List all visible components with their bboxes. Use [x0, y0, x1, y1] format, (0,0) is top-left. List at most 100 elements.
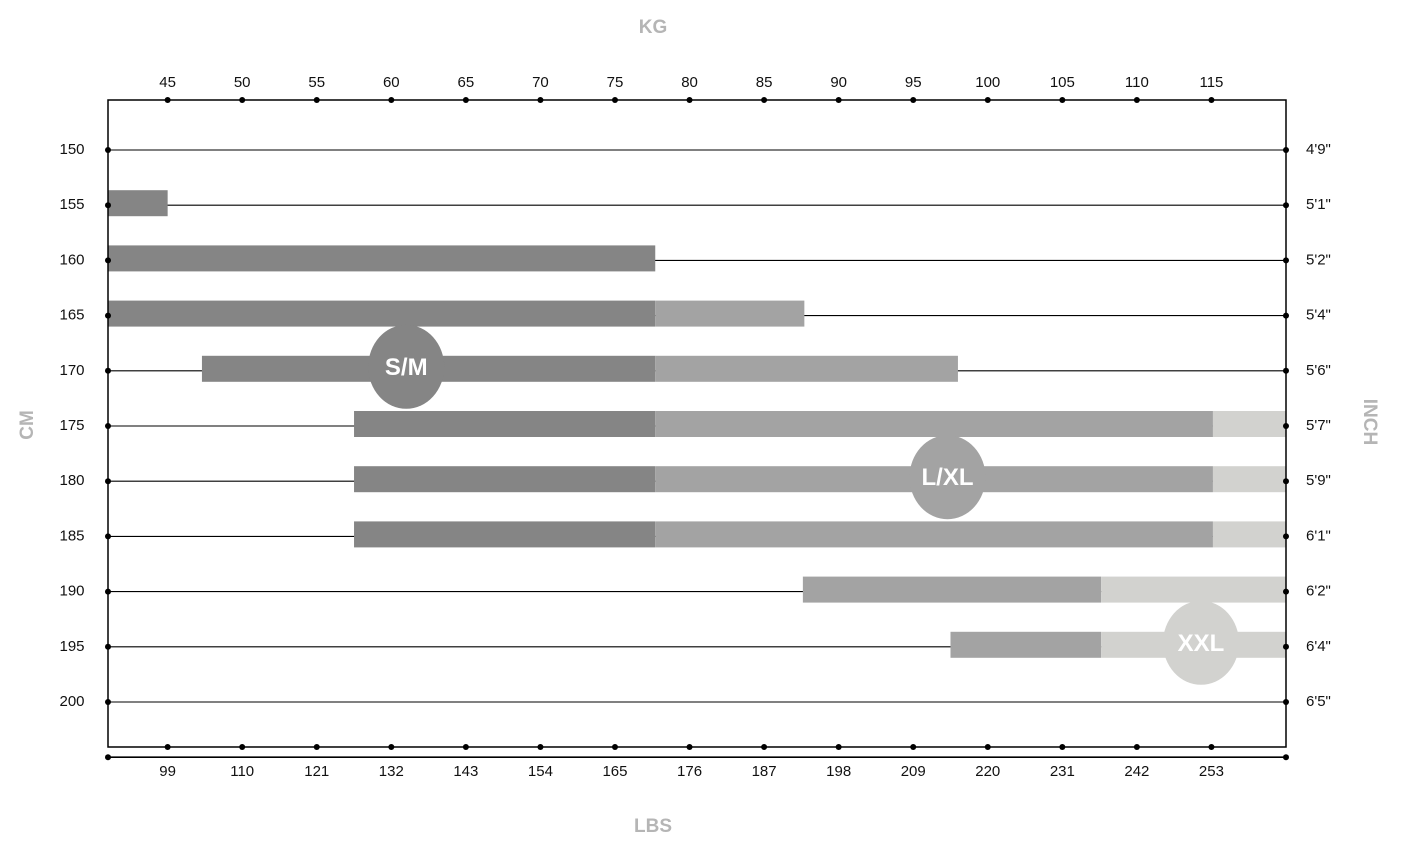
row-dot — [1283, 367, 1289, 374]
lbs-tick-dot — [984, 744, 991, 750]
top-axis-title: KG — [639, 17, 668, 38]
kg-tick-label: 100 — [975, 74, 1000, 91]
size-bar-l-xl — [655, 521, 1213, 548]
size-bar-xxl — [1212, 466, 1286, 493]
lbs-tick-label: 220 — [975, 763, 1000, 780]
kg-tick-dot — [984, 97, 991, 103]
cm-tick-label: 175 — [59, 417, 84, 434]
size-bar-s-m — [354, 466, 656, 493]
lbs-tick-dot — [1208, 744, 1215, 750]
tick-labels: 45 99 50 110 55 121 60 132 65 143 70 154 75 165 80 176 8… — [59, 74, 1330, 780]
lbs-tick-label: 99 — [159, 763, 176, 780]
axis-titles: KG LBS CM INCH — [17, 17, 1380, 837]
kg-tick-dot — [1208, 97, 1215, 103]
lbs-tick-label: 253 — [1199, 763, 1224, 780]
cm-tick-label: 155 — [59, 196, 84, 213]
inch-tick-label: 6'2" — [1306, 583, 1331, 600]
row-dot — [1283, 202, 1289, 209]
lbs-tick-dot — [835, 744, 842, 750]
badge-label: XXL — [1178, 630, 1225, 657]
bottom-axis-title: LBS — [634, 816, 672, 837]
row-dot — [1283, 312, 1289, 319]
lbs-tick-label: 121 — [304, 763, 329, 780]
cm-tick-label: 185 — [59, 527, 84, 544]
row-dot — [1283, 699, 1289, 705]
inch-tick-label: 6'1" — [1306, 527, 1331, 544]
row-lines — [108, 149, 1286, 759]
kg-tick-dot — [239, 97, 246, 103]
size-bar-s-m — [108, 245, 656, 272]
kg-tick-dot — [1059, 97, 1066, 103]
kg-tick-dot — [164, 97, 171, 103]
cm-tick-label: 150 — [59, 141, 84, 158]
row-dot — [105, 754, 111, 761]
lbs-tick-label: 132 — [379, 763, 404, 780]
kg-tick-label: 55 — [308, 74, 325, 91]
size-bar-s-m — [108, 190, 168, 217]
row-dot — [105, 367, 111, 374]
badge-s-m: S/M — [368, 324, 445, 409]
row-dot — [1283, 147, 1289, 153]
size-bar-l-xl — [655, 355, 958, 382]
kg-tick-label: 95 — [905, 74, 922, 91]
lbs-tick-dot — [686, 744, 693, 750]
lbs-tick-dot — [611, 744, 618, 750]
size-badges: S/M L/XL XXL — [368, 324, 1240, 685]
cm-tick-label: 190 — [59, 583, 84, 600]
kg-tick-label: 75 — [607, 74, 624, 91]
cm-tick-label: 160 — [59, 251, 84, 268]
kg-tick-dot — [462, 97, 469, 103]
row-dot — [105, 423, 111, 429]
lbs-tick-dot — [1059, 744, 1066, 750]
kg-tick-dot — [835, 97, 842, 103]
lbs-tick-dot — [537, 744, 544, 750]
size-bars — [108, 190, 1286, 658]
size-bar-xxl — [1212, 521, 1286, 548]
cm-tick-label: 165 — [59, 307, 84, 324]
row-dot — [105, 533, 111, 540]
kg-tick-dot — [761, 97, 768, 103]
badge-l-xl: L/XL — [909, 435, 986, 520]
lbs-tick-dot — [910, 744, 917, 750]
badge-xxl: XXL — [1163, 600, 1240, 685]
row-dot — [1283, 423, 1289, 429]
inch-tick-label: 5'1" — [1306, 196, 1331, 213]
kg-tick-dot — [910, 97, 917, 103]
inch-tick-label: 6'4" — [1306, 638, 1331, 655]
row-dot — [105, 643, 111, 650]
badge-circle — [909, 435, 986, 520]
badge-circle — [368, 324, 445, 409]
row-dot — [1283, 478, 1289, 485]
lbs-tick-dot — [164, 744, 171, 750]
kg-tick-dot — [388, 97, 395, 103]
lbs-tick-dot — [462, 744, 469, 750]
kg-tick-dot — [1133, 97, 1140, 103]
badge-circle — [1163, 600, 1240, 685]
cm-tick-label: 170 — [59, 362, 84, 379]
kg-tick-label: 115 — [1199, 74, 1223, 91]
cm-tick-label: 180 — [59, 472, 84, 489]
lbs-tick-label: 110 — [230, 763, 254, 780]
lbs-tick-label: 242 — [1124, 763, 1149, 780]
kg-tick-label: 110 — [1125, 74, 1149, 91]
inch-tick-label: 4'9" — [1306, 141, 1331, 158]
size-bar-l-xl — [802, 576, 1102, 603]
row-dot — [105, 588, 111, 595]
kg-tick-label: 45 — [159, 74, 176, 91]
size-bar-l-xl — [950, 631, 1102, 658]
inch-tick-label: 5'9" — [1306, 472, 1331, 489]
row-dot — [105, 312, 111, 319]
inch-tick-label: 6'5" — [1306, 693, 1331, 710]
lbs-tick-dot — [239, 744, 246, 750]
lbs-tick-label: 154 — [528, 763, 553, 780]
tick-dots — [105, 97, 1289, 761]
lbs-tick-label: 143 — [453, 763, 478, 780]
row-dot — [1283, 533, 1289, 540]
kg-tick-dot — [686, 97, 693, 103]
row-dot — [1283, 754, 1289, 761]
kg-tick-label: 50 — [234, 74, 251, 91]
lbs-tick-dot — [313, 744, 320, 750]
size-bar-s-m — [354, 521, 656, 548]
size-bar-xxl — [1212, 411, 1286, 437]
